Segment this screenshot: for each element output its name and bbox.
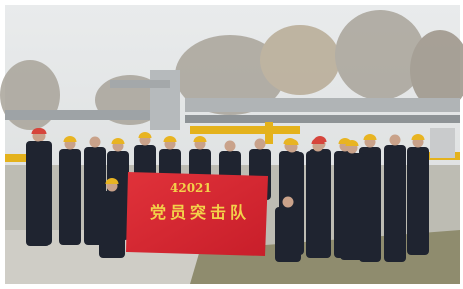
body — [407, 147, 429, 255]
banner: 42021 党员突击队 — [126, 172, 268, 256]
head — [283, 197, 294, 208]
head — [255, 139, 266, 150]
banner-line1: 42021 — [170, 181, 212, 195]
body — [384, 145, 406, 262]
head — [90, 137, 101, 148]
body — [340, 153, 364, 260]
head — [390, 135, 401, 146]
body — [306, 151, 330, 258]
body — [26, 141, 50, 246]
head — [225, 141, 236, 152]
banner-line2: 党员突击队 — [150, 203, 250, 222]
body — [59, 149, 81, 245]
body — [99, 191, 125, 258]
photo: 42021 党员突击队 — [0, 0, 463, 289]
page: 42021 党员突击队 (() => { const data = JSON.p… — [0, 0, 463, 289]
body — [275, 207, 301, 262]
